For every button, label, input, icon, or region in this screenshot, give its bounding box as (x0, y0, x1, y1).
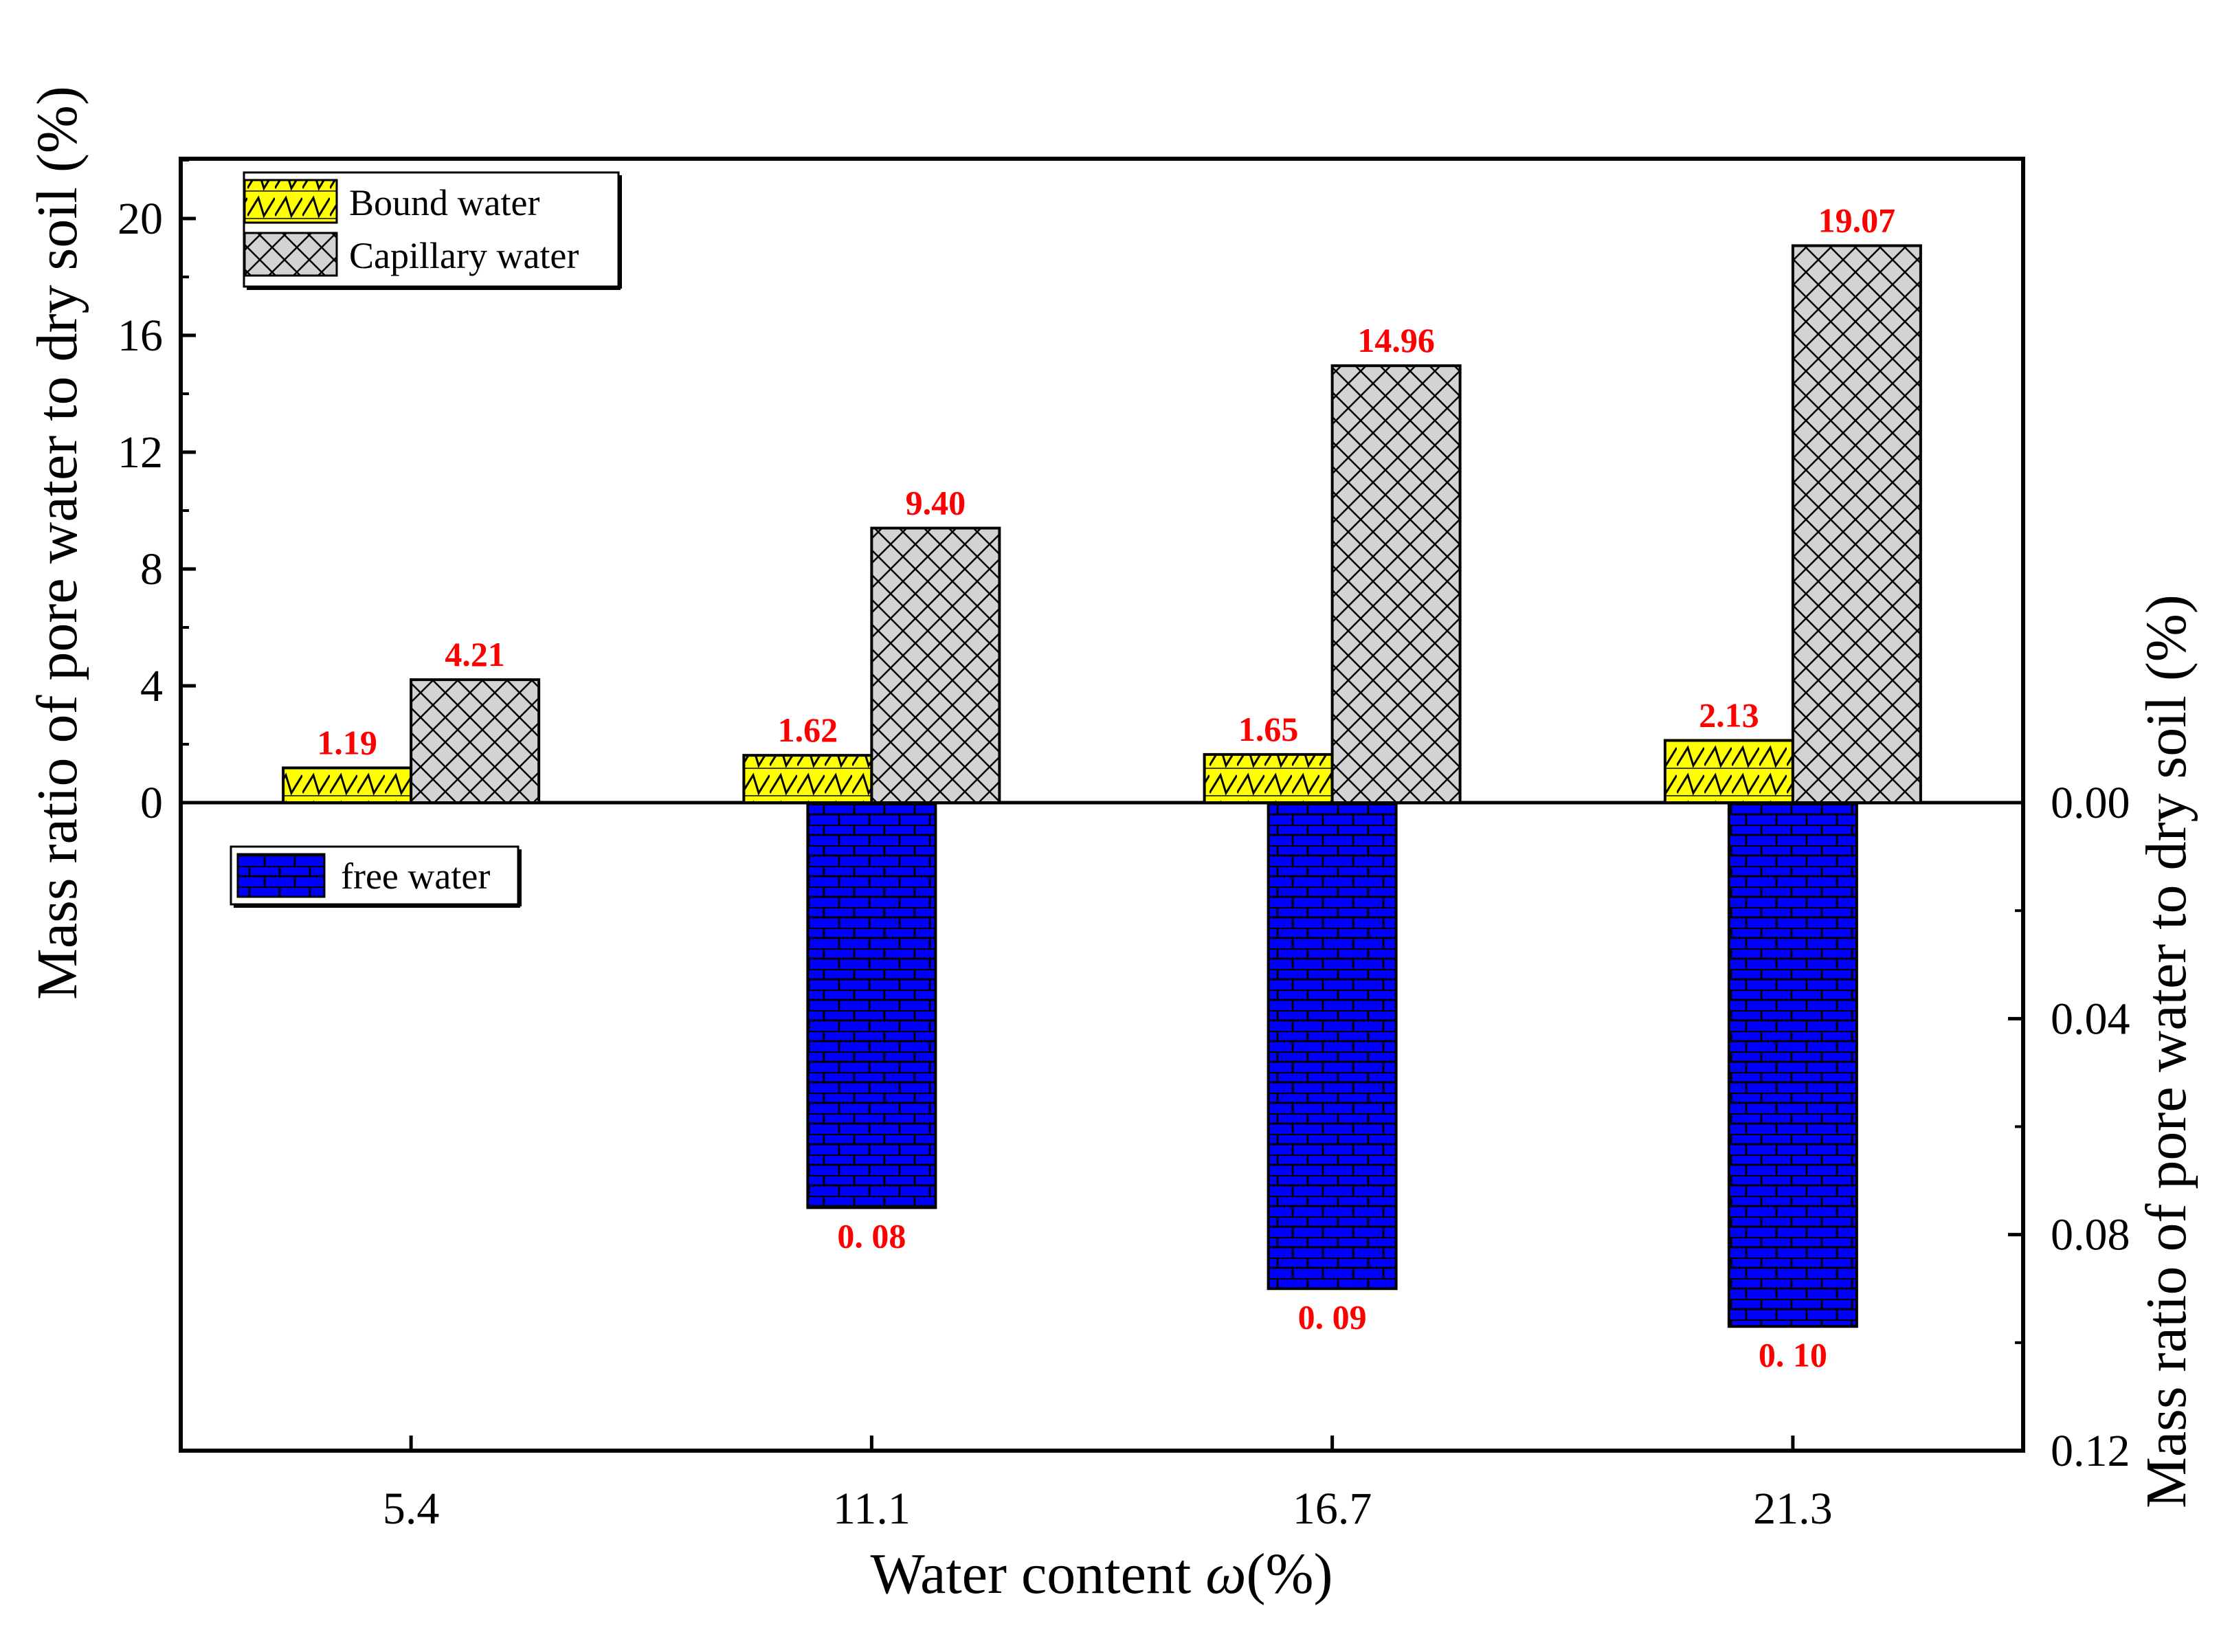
legend-label-free-water: free water (341, 856, 490, 897)
value-label-free-water: 0. 10 (1759, 1335, 1827, 1374)
bar-bound-water (742, 754, 873, 805)
value-label-bound-water: 1.19 (317, 723, 377, 761)
plot-frame (179, 157, 2025, 1453)
bar-free-water (1727, 801, 1858, 1328)
right-axis-title: Mass ratio of pore water to dry soil (%) (2134, 594, 2198, 1508)
left-tick-label: 16 (118, 311, 163, 361)
bar-capillary-water (410, 678, 541, 805)
left-tick-label: 12 (118, 427, 163, 478)
x-tick-label: 11.1 (833, 1484, 911, 1534)
left-axis-ticks: 0 4 8 12 16 20 (118, 159, 196, 828)
bar-bound-water (282, 766, 413, 805)
x-tick-label: 16.7 (1293, 1484, 1372, 1534)
x-axis-title-text: Water content (871, 1542, 1206, 1606)
legend-label-capillary-water: Capillary water (349, 235, 579, 276)
value-label-bound-water: 1.62 (778, 711, 838, 749)
legend-label-bound-water: Bound water (349, 182, 539, 223)
value-label-free-water: 0. 09 (1298, 1297, 1367, 1336)
legend-swatch-free-water (236, 853, 326, 898)
value-label-capillary-water: 9.40 (906, 484, 966, 522)
x-axis-title-symbol: ω (1205, 1542, 1246, 1606)
bar-capillary-water (1791, 244, 1922, 804)
value-labels: 1.19 1.62 1.65 2.13 4.21 9.40 14.96 19.07 0. 08 0… (317, 201, 1895, 1374)
bar-capillary-water (1330, 364, 1462, 804)
legend-swatch-bound-water (243, 179, 338, 224)
value-label-bound-water: 2.13 (1699, 695, 1759, 734)
value-label-capillary-water: 14.96 (1357, 321, 1435, 359)
value-label-free-water: 0. 08 (837, 1216, 906, 1255)
bars (282, 244, 1922, 1328)
x-tick-label: 5.4 (383, 1484, 440, 1534)
legend-lower: free water (230, 845, 522, 908)
bar-capillary-water (870, 526, 1001, 804)
bar-bound-water (1663, 739, 1794, 804)
right-tick-label: 0.04 (2051, 994, 2130, 1044)
right-axis-ticks: 0.00 0.04 0.08 0.12 (2008, 778, 2130, 1476)
left-tick-label: 8 (140, 544, 163, 594)
value-label-capillary-water: 4.21 (445, 635, 505, 673)
right-tick-label: 0.00 (2051, 778, 2130, 828)
left-tick-label: 20 (118, 194, 163, 244)
right-tick-label: 0.08 (2051, 1210, 2130, 1260)
x-axis-ticks: 5.4 11.1 16.7 21.3 (383, 1436, 1833, 1534)
bar-free-water (1267, 801, 1398, 1291)
bar-free-water (806, 801, 937, 1209)
legend-upper: Bound water Capillary water (243, 171, 622, 290)
left-axis-title: Mass ratio of pore water to dry soil (%) (25, 86, 89, 1000)
left-tick-label: 0 (140, 778, 163, 828)
x-axis-title-unit: (%) (1247, 1542, 1333, 1606)
x-tick-label: 21.3 (1753, 1484, 1833, 1534)
legend-swatch-capillary-water (243, 232, 338, 277)
bar-bound-water (1203, 752, 1334, 804)
value-label-capillary-water: 19.07 (1818, 201, 1896, 240)
x-axis-title: Water content ω(%) (871, 1542, 1333, 1606)
right-tick-label: 0.12 (2051, 1426, 2130, 1476)
value-label-bound-water: 1.65 (1238, 710, 1299, 748)
left-tick-label: 4 (140, 661, 163, 711)
